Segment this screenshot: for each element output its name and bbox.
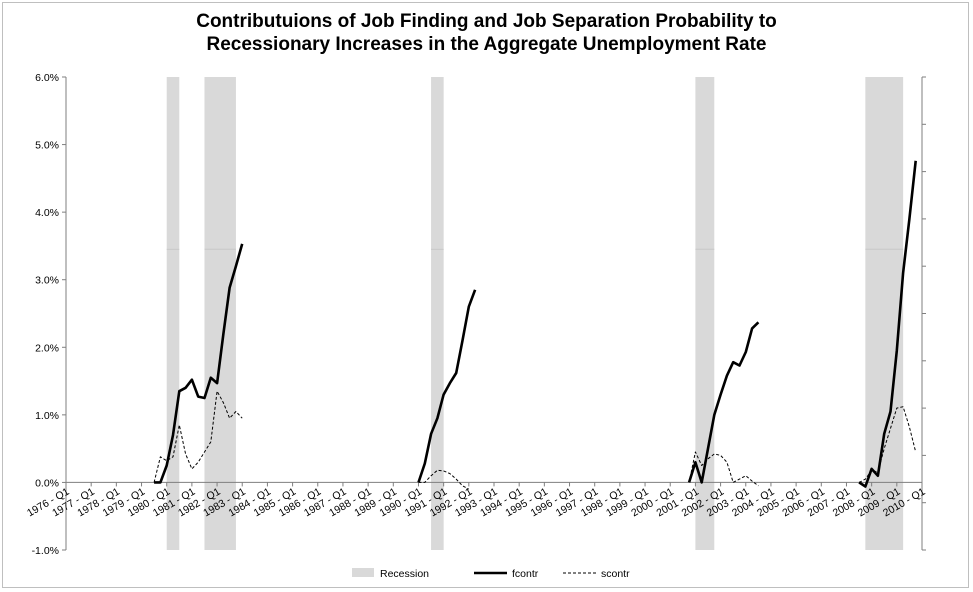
series-lines [153, 160, 917, 490]
series-line-fcontr-3 [687, 321, 760, 484]
y-tick-label: 5.0% [35, 140, 59, 152]
recession-band-4 [695, 77, 715, 550]
recession-band-1 [166, 77, 180, 550]
legend-label-recession: Recession [380, 568, 429, 580]
y-tick-label: 4.0% [35, 207, 59, 219]
y-tick-label: 0.0% [35, 477, 59, 489]
y-tick-label: 2.0% [35, 342, 59, 354]
axes [62, 76, 926, 551]
legend: Recession fcontr scontr [352, 568, 630, 580]
recession-band-2 [204, 77, 236, 550]
legend-swatch-recession [352, 568, 374, 577]
recession-bands [166, 77, 904, 550]
y-tick-label: 1.0% [35, 410, 59, 422]
axis-labels: 6.0%5.0%4.0%3.0%2.0%1.0%0.0%-1.0%1976 - … [25, 72, 928, 557]
series-line-fcontr-2 [417, 289, 477, 483]
y-tick-label: 6.0% [35, 72, 59, 84]
series-line-scontr-1 [153, 390, 243, 483]
y-tick-label: 3.0% [35, 275, 59, 287]
series-line-scontr-2 [418, 469, 470, 490]
chart-title-line-1: Contributuions of Job Finding and Job Se… [196, 11, 777, 32]
chart-title-line-2: Recessionary Increases in the Aggregate … [206, 34, 767, 55]
recession-band-3 [431, 77, 444, 550]
series-line-scontr-3 [688, 451, 759, 487]
series-line-scontr-4 [858, 406, 917, 483]
y-tick-label: -1.0% [32, 545, 59, 557]
series-line-fcontr-4 [858, 160, 917, 488]
chart-title: Contributuions of Job Finding and Job Se… [0, 10, 973, 56]
recession-band-5 [865, 77, 904, 550]
legend-label-scontr: scontr [601, 568, 630, 580]
legend-label-fcontr: fcontr [512, 568, 539, 580]
series-line-fcontr-1 [154, 243, 244, 484]
